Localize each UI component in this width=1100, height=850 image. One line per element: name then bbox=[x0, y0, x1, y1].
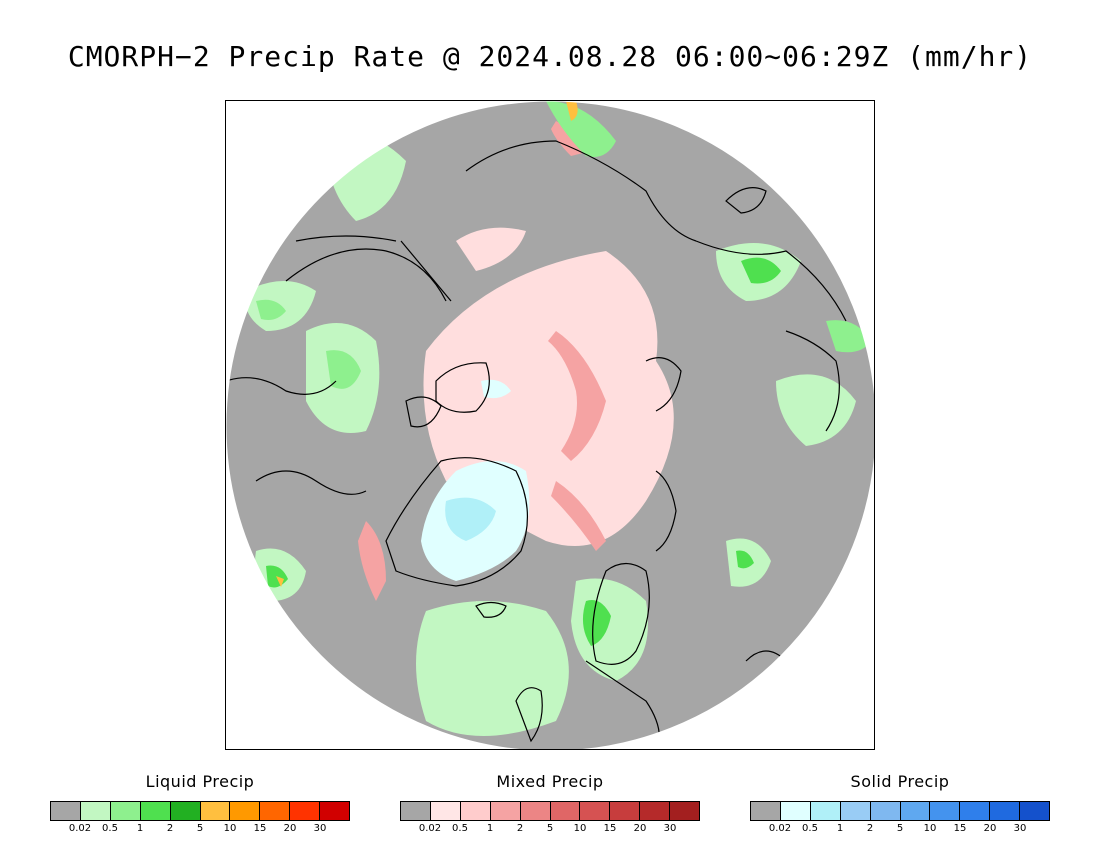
legend-ticks-liquid: 0.02 0.5 1 2 5 10 15 20 30 bbox=[50, 823, 350, 837]
legend-swatch bbox=[960, 802, 991, 820]
liquid-precip-region bbox=[245, 101, 871, 736]
legend-tick-label: 2 bbox=[866, 823, 874, 834]
legend-swatch bbox=[320, 802, 350, 820]
legend-swatch bbox=[640, 802, 671, 820]
legend-tick-label: 2 bbox=[166, 823, 174, 834]
legend-swatch bbox=[140, 802, 171, 820]
legend-swatch bbox=[580, 802, 611, 820]
legend-tick-label: 0.5 bbox=[802, 823, 818, 834]
legend-tick-label: 0.02 bbox=[768, 823, 792, 834]
legend-swatch bbox=[430, 802, 461, 820]
legend-swatch bbox=[670, 802, 700, 820]
legend-swatch bbox=[810, 802, 841, 820]
legend-title-mixed: Mixed Precip bbox=[496, 772, 604, 791]
legend-tick-label: 30 bbox=[1013, 823, 1027, 834]
legend-liquid: Liquid Precip 0.02 0.5 1 2 5 10 15 20 30 bbox=[50, 772, 350, 837]
legend-tick-label: 10 bbox=[923, 823, 937, 834]
legend-swatch bbox=[840, 802, 871, 820]
legend-swatch bbox=[550, 802, 581, 820]
legend-swatches-mixed bbox=[400, 801, 700, 821]
legend-swatch bbox=[260, 802, 291, 820]
legend-swatches-solid bbox=[750, 801, 1050, 821]
legend-mixed: Mixed Precip 0.02 0.5 1 2 5 10 15 20 30 bbox=[400, 772, 700, 837]
legend-swatch bbox=[780, 802, 811, 820]
legend-swatch bbox=[900, 802, 931, 820]
legend-tick-label: 5 bbox=[546, 823, 554, 834]
legend-tick-label: 5 bbox=[896, 823, 904, 834]
legend-swatch bbox=[460, 802, 491, 820]
legend-tick-label: 30 bbox=[313, 823, 327, 834]
legend-tick-label: 20 bbox=[633, 823, 647, 834]
legend-tick-label: 15 bbox=[953, 823, 967, 834]
legend-swatch bbox=[610, 802, 641, 820]
legend-tick-label: 1 bbox=[836, 823, 844, 834]
legend-swatch bbox=[401, 802, 431, 820]
map-svg bbox=[226, 101, 874, 749]
legend-swatch bbox=[290, 802, 321, 820]
legend-tick-label: 0.5 bbox=[452, 823, 468, 834]
legend-ticks-mixed: 0.02 0.5 1 2 5 10 15 20 30 bbox=[400, 823, 700, 837]
legend-tick-label: 15 bbox=[603, 823, 617, 834]
legend-tick-label: 10 bbox=[223, 823, 237, 834]
legend-title-liquid: Liquid Precip bbox=[145, 772, 255, 791]
legend-swatch bbox=[110, 802, 141, 820]
legend-swatch bbox=[1020, 802, 1050, 820]
legend-tick-label: 15 bbox=[253, 823, 267, 834]
legend-swatch bbox=[751, 802, 781, 820]
legend-tick-label: 20 bbox=[983, 823, 997, 834]
legend-swatches-liquid bbox=[50, 801, 350, 821]
legend-swatch bbox=[520, 802, 551, 820]
legend-tick-label: 0.02 bbox=[68, 823, 92, 834]
legend-solid: Solid Precip 0.02 0.5 1 2 5 10 15 20 30 bbox=[750, 772, 1050, 837]
legend-swatch bbox=[930, 802, 961, 820]
legend-swatch bbox=[490, 802, 521, 820]
legend-tick-label: 1 bbox=[136, 823, 144, 834]
legend-swatch bbox=[80, 802, 111, 820]
legend-tick-label: 1 bbox=[486, 823, 494, 834]
legend-tick-label: 2 bbox=[516, 823, 524, 834]
legend-ticks-solid: 0.02 0.5 1 2 5 10 15 20 30 bbox=[750, 823, 1050, 837]
legend-tick-label: 5 bbox=[196, 823, 204, 834]
chart-title: CMORPH−2 Precip Rate @ 2024.08.28 06:00∼… bbox=[67, 40, 1033, 73]
solid-precip-region bbox=[421, 379, 530, 581]
legend-tick-label: 30 bbox=[663, 823, 677, 834]
polar-map bbox=[225, 100, 875, 750]
legend-tick-label: 10 bbox=[573, 823, 587, 834]
legend-tick-label: 0.5 bbox=[102, 823, 118, 834]
legend-swatch bbox=[51, 802, 81, 820]
legend-swatch bbox=[990, 802, 1021, 820]
legend-swatch bbox=[870, 802, 901, 820]
legend-tick-label: 20 bbox=[283, 823, 297, 834]
legend-title-solid: Solid Precip bbox=[850, 772, 950, 791]
legend-swatch bbox=[200, 802, 231, 820]
legend-tick-label: 0.02 bbox=[418, 823, 442, 834]
legend-swatch bbox=[230, 802, 261, 820]
legend-swatch bbox=[170, 802, 201, 820]
